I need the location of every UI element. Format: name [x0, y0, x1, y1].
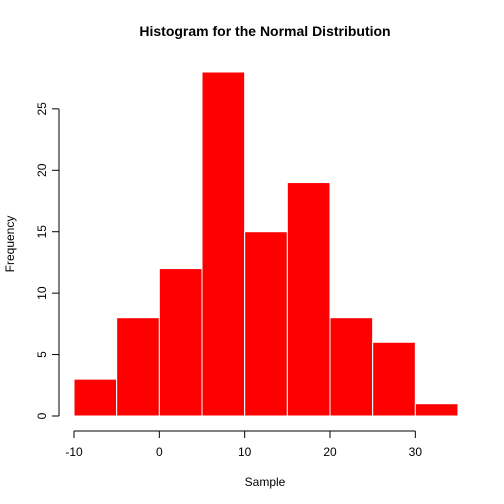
histogram-bar	[201, 71, 246, 417]
x-tick-label: 0	[156, 445, 163, 459]
y-axis: 0 5 10 15 20 25	[35, 102, 60, 419]
histogram-bar	[329, 317, 374, 417]
histogram-bar	[244, 231, 288, 417]
x-tick-label: 10	[238, 445, 252, 459]
y-tick-label: 15	[35, 225, 49, 239]
y-tick-label: 0	[35, 412, 49, 419]
histogram-bar	[116, 317, 160, 417]
y-tick-label: 5	[35, 351, 49, 358]
histogram-bar	[372, 341, 416, 417]
y-tick-label: 25	[35, 102, 49, 116]
x-tick-label: 20	[323, 445, 337, 459]
x-axis: -10 0 10 20 30	[65, 430, 423, 459]
y-tick-label: 10	[35, 286, 49, 300]
histogram-bar	[73, 378, 118, 417]
histogram-bar	[414, 403, 459, 417]
chart-title: Histogram for the Normal Distribution	[139, 23, 390, 39]
y-tick-label: 20	[35, 163, 49, 177]
y-axis-label: Frequency	[3, 216, 17, 273]
bars-group	[73, 71, 459, 417]
histogram-bar	[158, 268, 203, 417]
x-tick-label: -10	[65, 445, 83, 459]
histogram-bar	[286, 182, 331, 417]
x-tick-label: 30	[409, 445, 423, 459]
x-axis-label: Sample	[245, 475, 286, 489]
